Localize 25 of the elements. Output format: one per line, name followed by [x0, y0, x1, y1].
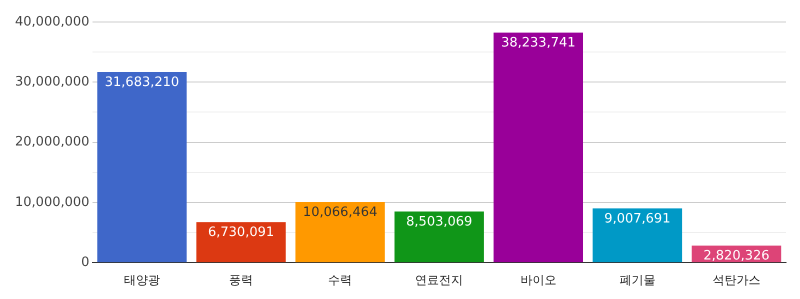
y-tick-label: 40,000,000 [14, 14, 90, 30]
bar [295, 202, 385, 262]
bar [592, 208, 682, 262]
x-tick-label: 풍력 [229, 272, 254, 287]
x-tick-label: 석탄가스 [712, 272, 760, 287]
y-tick-label: 30,000,000 [14, 74, 90, 90]
data-label: 2,820,326 [703, 248, 770, 264]
data-label: 31,683,210 [104, 74, 180, 90]
bar [196, 222, 286, 262]
bar [97, 72, 187, 262]
x-tick-label: 태양광 [124, 272, 160, 287]
y-tick-label: 0 [81, 254, 90, 270]
x-tick-label: 연료전지 [415, 272, 464, 287]
x-tick-label: 폐기물 [619, 272, 656, 287]
bar [494, 32, 584, 262]
data-label: 8,503,069 [406, 214, 472, 230]
y-tick-label: 20,000,000 [14, 134, 90, 150]
data-label: 6,730,091 [208, 224, 274, 240]
y-tick-label: 10,000,000 [14, 194, 90, 210]
x-tick-label: 바이오 [520, 272, 556, 287]
data-label: 38,233,741 [501, 36, 576, 50]
x-tick-label: 수력 [328, 272, 352, 287]
bar [394, 211, 484, 262]
data-label: 10,066,464 [302, 204, 378, 220]
data-label: 9,007,691 [604, 211, 670, 226]
